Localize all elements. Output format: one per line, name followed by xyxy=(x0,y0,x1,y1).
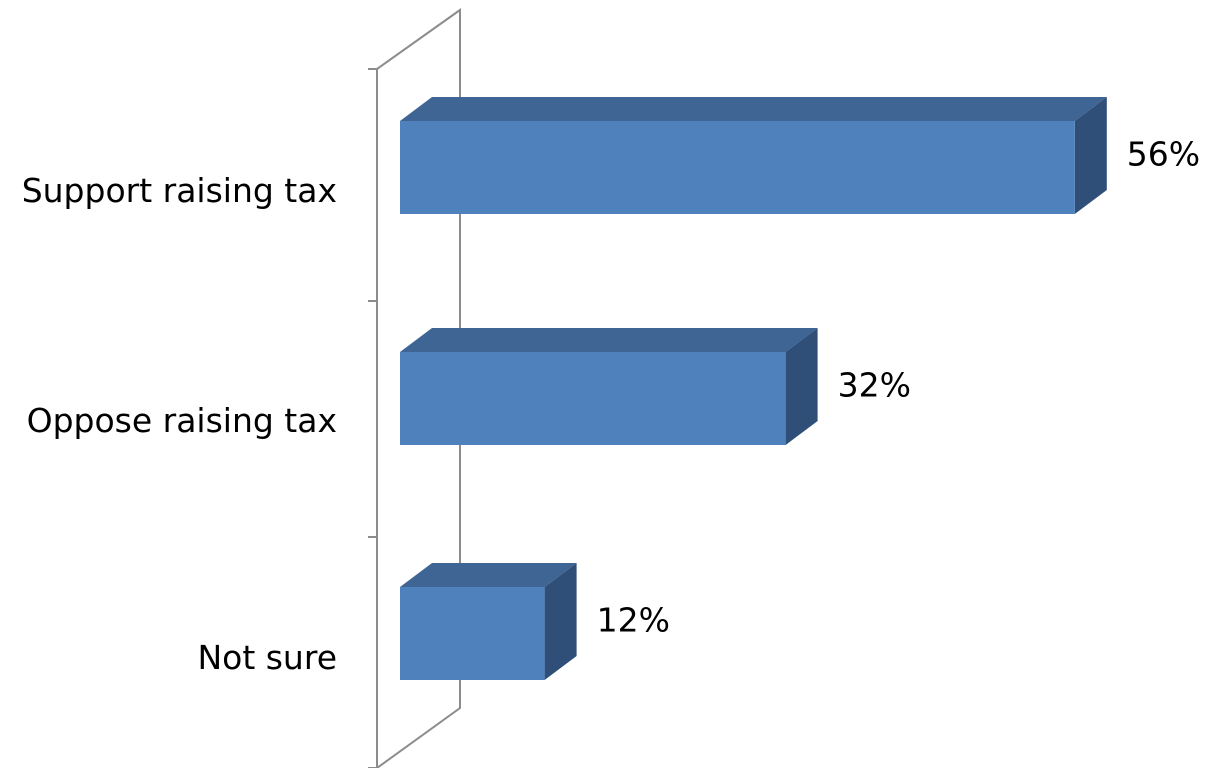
value-label: 32% xyxy=(838,366,911,405)
bar-top-face xyxy=(400,328,818,352)
bars xyxy=(400,97,1107,680)
value-label: 56% xyxy=(1127,135,1200,174)
bar-side-face xyxy=(544,563,577,680)
axis-wall xyxy=(376,8,461,768)
bar-front-face xyxy=(400,121,1075,214)
bar xyxy=(400,97,1107,214)
category-labels: Support raising tax Oppose raising tax Not… xyxy=(22,171,337,677)
bar xyxy=(400,328,818,445)
bar-side-face xyxy=(1074,97,1107,214)
category-label: Support raising tax xyxy=(22,171,337,210)
bar-top-face xyxy=(400,563,577,587)
bar-side-face xyxy=(785,328,818,445)
value-labels: 56% 32% 12% xyxy=(597,135,1201,640)
axis-frame xyxy=(368,8,461,768)
bar-top-face xyxy=(400,97,1107,121)
category-label: Oppose raising tax xyxy=(27,401,337,440)
bar-front-face xyxy=(400,587,545,680)
value-label: 12% xyxy=(597,601,670,640)
bar xyxy=(400,563,577,680)
bar-front-face xyxy=(400,352,786,445)
category-label: Not sure xyxy=(197,638,337,677)
